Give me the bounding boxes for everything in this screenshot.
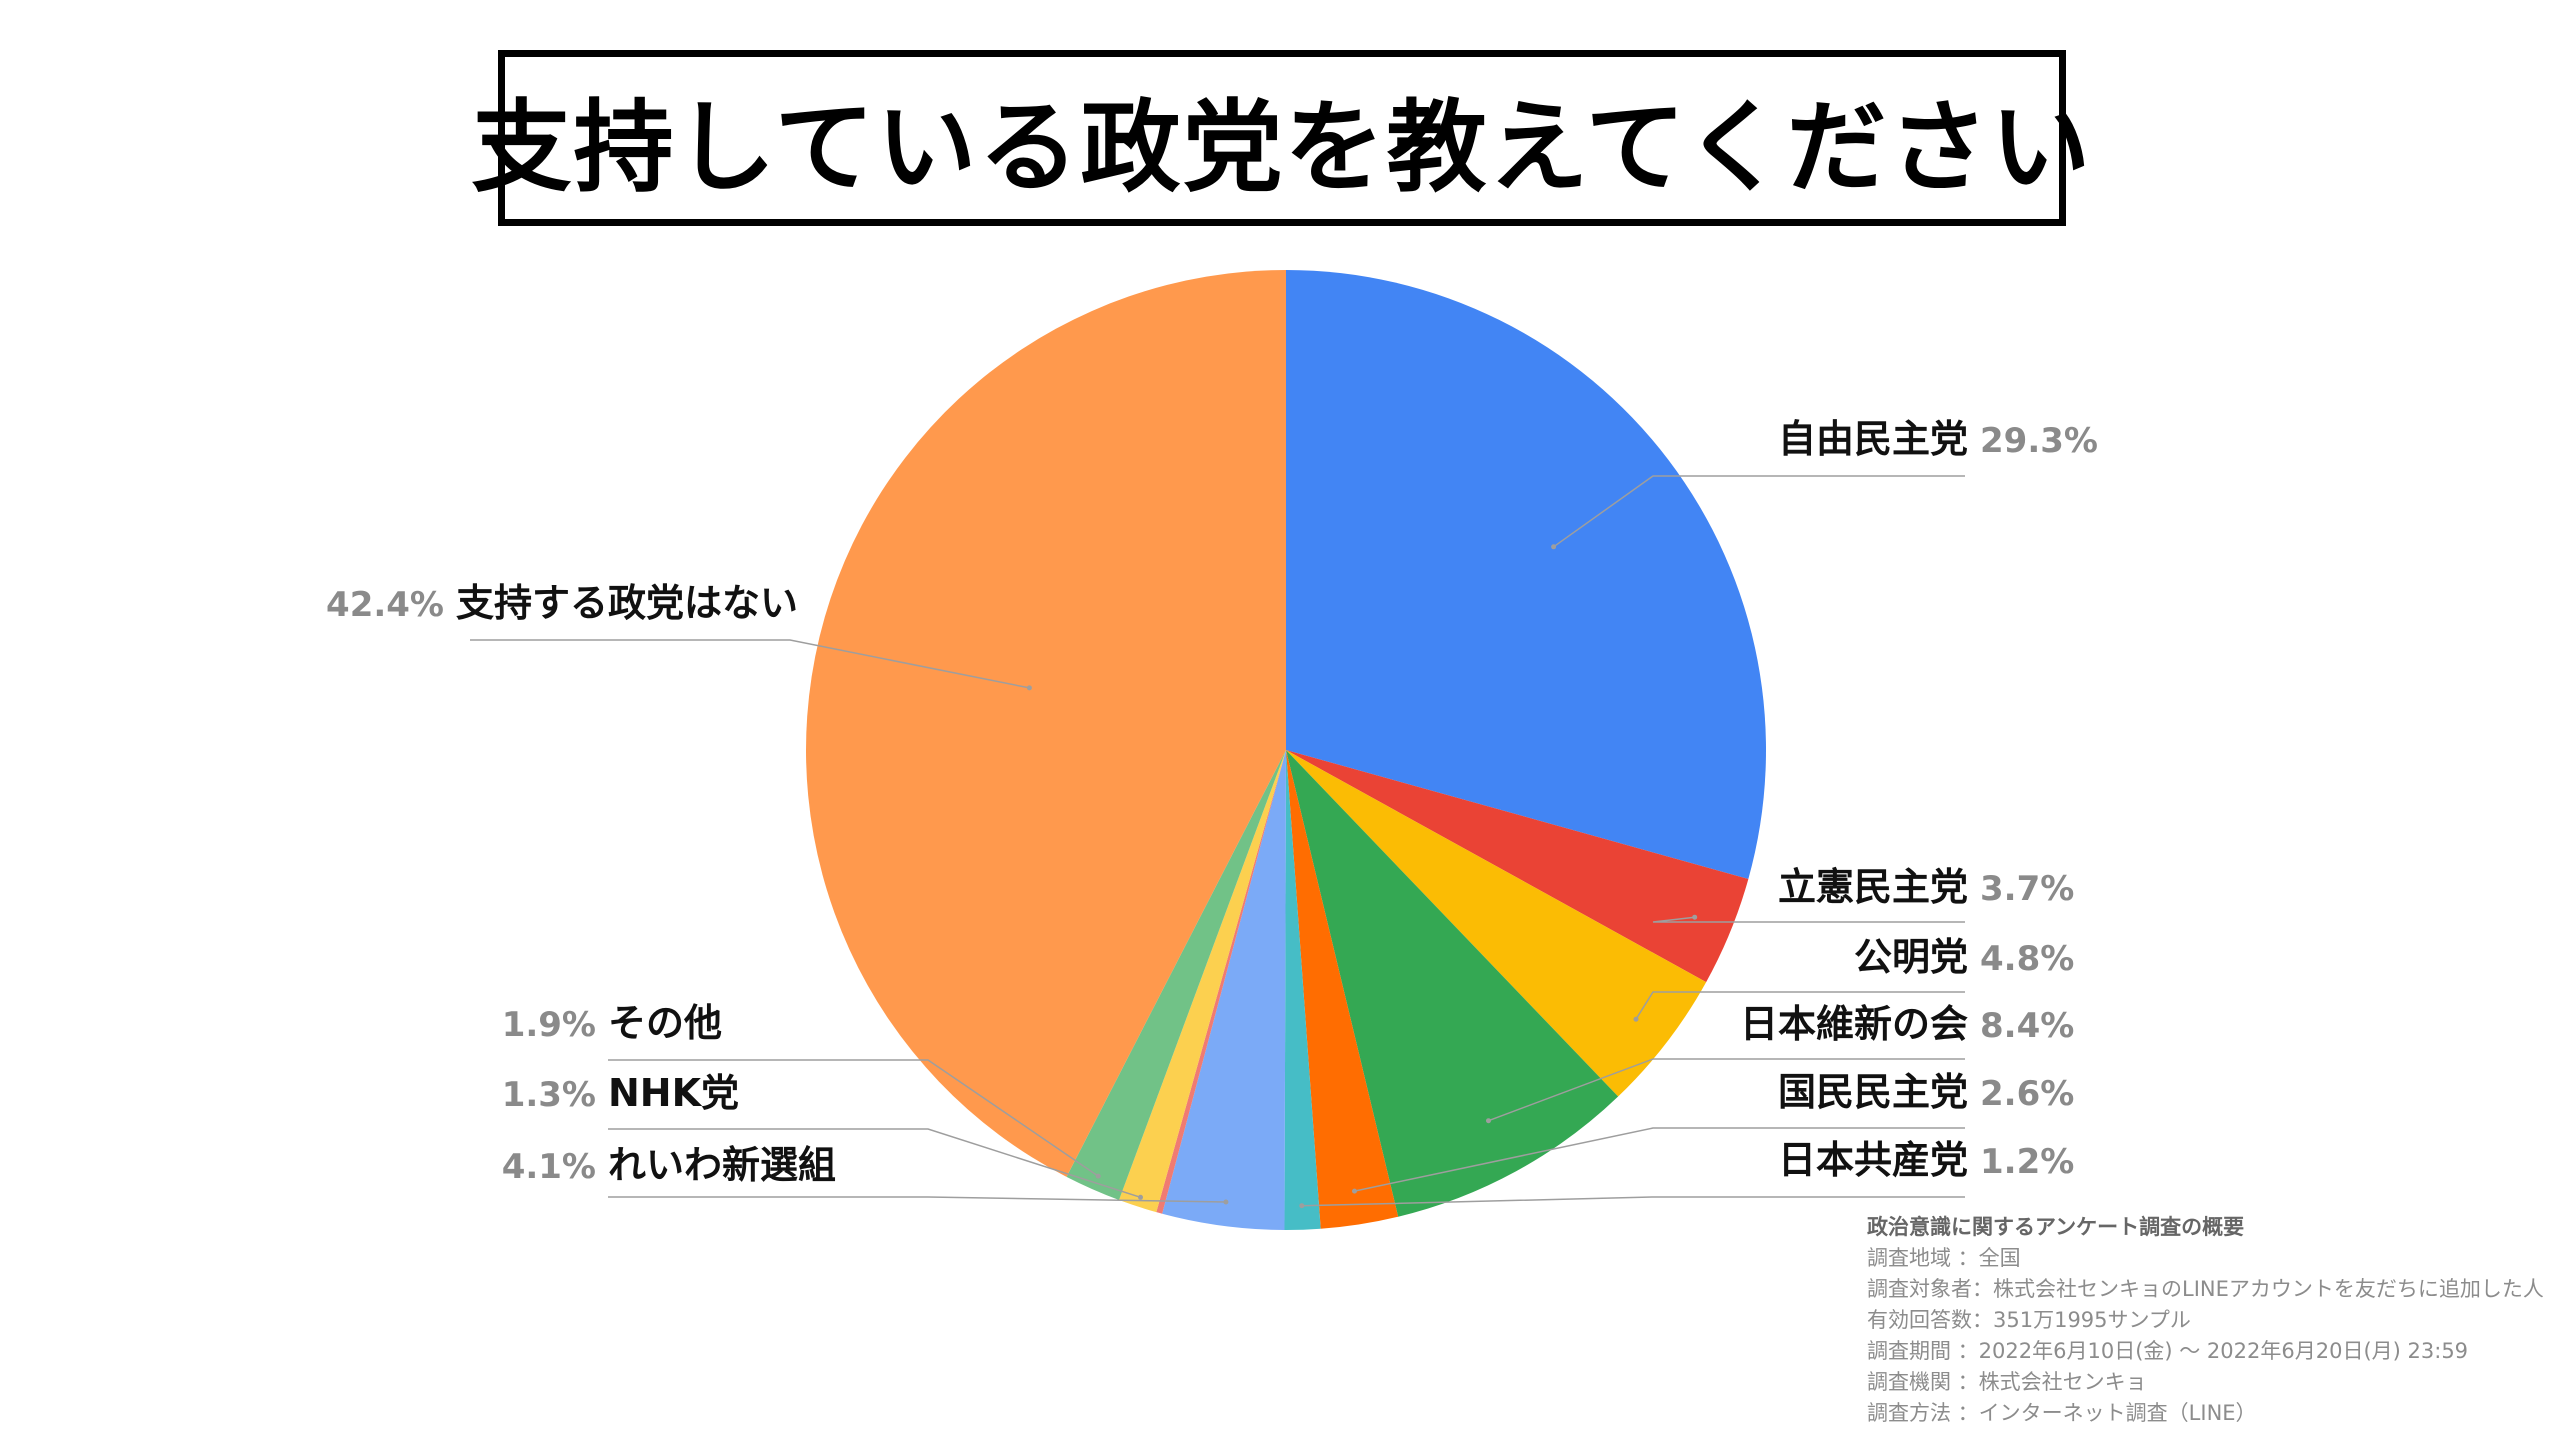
callout-line-10	[470, 639, 1030, 689]
callout-line-8	[608, 1128, 1141, 1199]
callout-dot-0	[1551, 544, 1557, 550]
slice-name-label-6: れいわ新選組	[608, 1143, 836, 1187]
slice-name-label-3: 日本維新の会	[1740, 1002, 1968, 1046]
callout-dot-3	[1486, 1118, 1491, 1124]
callout-line-9	[608, 1059, 1099, 1177]
slice-name-label-0: 自由民主党	[1778, 417, 1968, 461]
slice-name-label-10: 支持する政党はない	[456, 581, 798, 625]
callout-dot-2	[1633, 1016, 1639, 1022]
slice-name-label-5: 日本共産党	[1778, 1138, 1968, 1182]
callout-dot-5	[1299, 1203, 1305, 1209]
pie-slice-2	[1286, 750, 1707, 1097]
callout-dot-6	[1223, 1199, 1229, 1205]
pie-slice-10	[806, 270, 1286, 1177]
pie-slice-4	[1286, 750, 1399, 1229]
callout-line-1	[1652, 916, 1965, 923]
slice-percent-label-0: 29.3%	[1980, 421, 2098, 461]
callout-dot-9	[1095, 1173, 1101, 1179]
callout-line-4	[1354, 1127, 1965, 1192]
pie-slice-5	[1284, 750, 1321, 1231]
survey-note-target: 調査対象者：株式会社センキョのLINEアカウントを友だちに追加した人	[1867, 1277, 2544, 1301]
slice-percent-label-3: 8.4%	[1980, 1006, 2074, 1046]
slice-name-label-4: 国民民主党	[1778, 1070, 1968, 1114]
callout-line-6	[608, 1196, 1226, 1203]
survey-note-method: 調査方法 ：インターネット調査（LINE）	[1867, 1401, 2257, 1425]
callout-line-0	[1553, 475, 1965, 548]
chart-title: 支持している政党を教えてください	[471, 88, 2093, 206]
pie-slice-6	[1162, 750, 1286, 1230]
slice-percent-label-6: 4.1%	[502, 1147, 596, 1187]
pie-slice-7	[1156, 750, 1286, 1214]
survey-note-region: 調査地域 ：全国	[1867, 1246, 2021, 1270]
survey-notes: 政治意識に関するアンケート調査の概要 調査地域 ：全国 調査対象者：株式会社セン…	[1867, 1212, 2557, 1429]
pie-slices	[806, 270, 1767, 1231]
slice-percent-label-5: 1.2%	[1980, 1142, 2074, 1182]
chart-title-box: 支持している政党を教えてください	[472, 50, 2091, 226]
pie-labels: 自由民主党 29.3% 立憲民主党 3.7% 公明党 4.8% 日本維新の会 8.4% 国民民主…	[326, 417, 2098, 1209]
slice-percent-label-1: 3.7%	[1980, 869, 2074, 909]
pie-slice-1	[1286, 750, 1749, 983]
pie-slice-8	[1119, 750, 1286, 1213]
survey-note-organization: 調査機関 ：株式会社センキョ	[1867, 1370, 2147, 1394]
callout-line-3	[1488, 1058, 1965, 1122]
callout-dot-1	[1692, 914, 1698, 920]
survey-note-period: 調査期間 ：2022年6月10日(金) 〜 2022年6月20日(月) 23:5…	[1867, 1339, 2469, 1363]
callout-dot-4	[1352, 1188, 1357, 1194]
slice-percent-label-4: 2.6%	[1980, 1074, 2074, 1114]
callout-dot-8	[1138, 1194, 1143, 1200]
callout-dot-10	[1026, 685, 1032, 691]
survey-note-sample-size: 有効回答数：351万1995サンプル	[1867, 1308, 2191, 1332]
slice-name-label-8: NHK党	[608, 1071, 739, 1115]
pie-slice-0	[1286, 270, 1767, 879]
callout-line-2	[1635, 991, 1965, 1020]
pie-slice-9	[1066, 750, 1286, 1201]
slice-name-label-1: 立憲民主党	[1778, 865, 1968, 909]
slice-name-label-9: その他	[608, 1001, 722, 1045]
slice-name-label-2: 公明党	[1854, 935, 1968, 979]
slice-percent-label-8: 1.3%	[502, 1075, 596, 1115]
slice-percent-label-10: 42.4%	[326, 585, 444, 625]
pie-slice-3	[1286, 750, 1619, 1217]
callout-line-5	[1301, 1196, 1965, 1207]
survey-notes-heading: 政治意識に関するアンケート調査の概要	[1867, 1215, 2245, 1239]
slice-percent-label-2: 4.8%	[1980, 939, 2074, 979]
slice-percent-label-9: 1.9%	[502, 1005, 596, 1045]
